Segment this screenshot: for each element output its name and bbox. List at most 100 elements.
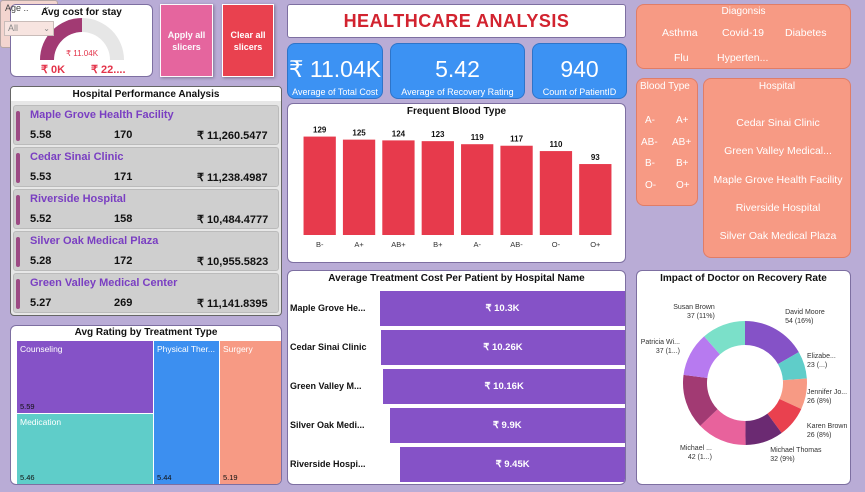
- treemap-tile-label: Counseling: [20, 344, 63, 354]
- treatment-cost-bar[interactable]: ₹ 10.26K: [380, 330, 625, 365]
- donut-slice[interactable]: [683, 374, 718, 426]
- donut-slice[interactable]: [767, 398, 802, 434]
- blood-type-category-label: A-: [473, 240, 481, 249]
- hospital-rating: 5.53: [30, 171, 52, 183]
- treatment-cost-bar[interactable]: ₹ 10.16K: [383, 369, 625, 404]
- hospital-item-riverside[interactable]: Riverside Hospital: [735, 202, 821, 214]
- donut-slice[interactable]: [777, 352, 807, 381]
- blood-type-bar[interactable]: [461, 144, 494, 235]
- blood-type-item-o-pos[interactable]: O+: [676, 180, 690, 191]
- blood-type-item-a-neg[interactable]: A-: [645, 115, 655, 126]
- treatment-cost-bar[interactable]: ₹ 10.3K: [380, 291, 625, 326]
- kpi-value: 940: [560, 56, 599, 82]
- donut-data-label: Patricia Wi... 37 (1...): [640, 339, 680, 356]
- donut-slice[interactable]: [779, 378, 807, 410]
- treemap-tile-physical-therapy[interactable]: Physical Ther... 5.44: [154, 341, 219, 484]
- diagnosis-item-diabetes[interactable]: Diabetes: [785, 27, 827, 39]
- hospital-item-green-valley[interactable]: Green Valley Medical...: [724, 145, 832, 157]
- age-filter-label: Age ..: [5, 3, 29, 13]
- apply-all-slicers-button[interactable]: Apply all slicers: [160, 4, 213, 77]
- treemap-tile-value: 5.19: [223, 473, 238, 482]
- age-dropdown[interactable]: All ⌄: [4, 21, 54, 36]
- blood-type-data-label: 117: [510, 135, 523, 144]
- hospital-performance-card: Hospital Performance Analysis Maple Grov…: [10, 86, 282, 316]
- diagnosis-item-flu[interactable]: Flu: [674, 52, 689, 64]
- donut-slice[interactable]: [704, 321, 745, 355]
- diagnosis-item-hypertension[interactable]: Hyperten...: [717, 52, 769, 64]
- blood-type-item-ab-pos[interactable]: AB+: [672, 137, 692, 148]
- hospital-total-cost: ₹ 10,955.5823: [197, 256, 269, 268]
- avg-cost-gauge-card: Avg cost for stay ₹ 11.04K ₹ 0K ₹ 22....: [10, 4, 153, 77]
- treatment-type-treemap-card: Avg Rating by Treatment Type Counseling …: [10, 325, 282, 485]
- treemap-tile-value: 5.44: [157, 473, 172, 482]
- blood-type-data-label: 129: [313, 126, 327, 135]
- kpi-average-recovery-rating: 5.42 Average of Recovery Rating: [390, 43, 525, 99]
- hospital-name: Riverside Hospital: [30, 193, 126, 205]
- row-accent-bar: [16, 111, 20, 141]
- blood-type-category-label: O+: [590, 240, 601, 249]
- hospital-performance-row[interactable]: Silver Oak Medical Plaza 5.28 172 ₹ 10,9…: [13, 231, 279, 271]
- donut-slice[interactable]: [683, 336, 720, 379]
- blood-type-item-ab-neg[interactable]: AB-: [641, 137, 658, 148]
- avg-treatment-cost-chart-card: Average Treatment Cost Per Patient by Ho…: [287, 270, 626, 485]
- blood-type-bar[interactable]: [579, 164, 612, 235]
- donut-data-label: Jennifer Jo... 26 (8%): [807, 388, 848, 405]
- hospital-rating: 5.27: [30, 297, 52, 309]
- treemap-title: Avg Rating by Treatment Type: [74, 327, 218, 338]
- blood-type-bar[interactable]: [382, 140, 415, 235]
- blood-type-slicer-header: Blood Type: [640, 81, 690, 92]
- diagnosis-item-asthma[interactable]: Asthma: [662, 27, 698, 39]
- hospital-rating: 5.58: [30, 129, 52, 141]
- blood-type-item-o-neg[interactable]: O-: [645, 180, 657, 191]
- donut-slice[interactable]: [700, 409, 746, 445]
- hospital-performance-row[interactable]: Riverside Hospital 5.52 158 ₹ 10,484.477…: [13, 189, 279, 229]
- donut-slice[interactable]: [745, 413, 782, 445]
- hospital-performance-row[interactable]: Maple Grove Health Facility 5.58 170 ₹ 1…: [13, 105, 279, 145]
- diagnosis-slicer: Diagonsis Asthma Covid-19 Diabetes Flu H…: [636, 4, 851, 69]
- blood-type-item-b-pos[interactable]: B+: [676, 158, 689, 169]
- diagnosis-item-covid-19[interactable]: Covid-19: [722, 27, 765, 39]
- gauge-chart: ₹ 11.04K: [40, 18, 124, 60]
- treemap-tile-medication[interactable]: Medication 5.46: [17, 414, 153, 484]
- treatment-cost-bar[interactable]: ₹ 9.45K: [400, 447, 625, 482]
- donut-slice[interactable]: [745, 321, 799, 365]
- blood-type-bar[interactable]: [500, 145, 533, 235]
- blood-type-bar[interactable]: [342, 139, 376, 235]
- blood-type-category-label: A+: [354, 240, 364, 249]
- hospital-patient-count: 269: [114, 297, 133, 309]
- treemap-tile-counseling[interactable]: Counseling 5.59: [17, 341, 153, 413]
- hospital-item-silver-oak[interactable]: Silver Oak Medical Plaza: [719, 230, 837, 242]
- treemap-tile-label: Medication: [20, 417, 62, 427]
- donut-data-label: Karen Brown 26 (8%): [806, 423, 848, 440]
- blood-type-bar[interactable]: [421, 141, 454, 235]
- chevron-down-icon: ⌄: [43, 24, 50, 33]
- hospital-total-cost: ₹ 11,260.5477: [197, 130, 268, 142]
- hospital-performance-row[interactable]: Green Valley Medical Center 5.27 269 ₹ 1…: [13, 273, 279, 313]
- blood-type-bar[interactable]: [539, 151, 573, 235]
- row-accent-bar: [16, 195, 20, 225]
- blood-type-item-a-pos[interactable]: A+: [676, 115, 689, 126]
- clear-all-slicers-button[interactable]: Clear all slicers: [222, 4, 274, 77]
- donut-chart-title: Impact of Doctor on Recovery Rate: [660, 273, 827, 284]
- blood-type-slicer: Blood Type A- A+ AB- AB+ B- B+ O- O+: [636, 78, 698, 206]
- blood-type-item-b-neg[interactable]: B-: [645, 158, 655, 169]
- treatment-cost-bar[interactable]: ₹ 9.9K: [389, 408, 625, 443]
- treemap-tile-surgery[interactable]: Surgery 5.19: [220, 341, 281, 484]
- blood-type-chart-title: Frequent Blood Type: [406, 106, 507, 117]
- gauge-value-label: ₹ 11.04K: [66, 49, 99, 58]
- hospital-patient-count: 171: [114, 171, 133, 183]
- hospital-name: Green Valley Medical Center: [30, 277, 178, 289]
- hospital-item-maple-grove[interactable]: Maple Grove Health Facility: [713, 174, 843, 186]
- blood-type-data-label: 123: [431, 130, 445, 139]
- dashboard-title: HEALTHCARE ANALYSIS: [343, 10, 570, 31]
- hospital-rating: 5.28: [30, 255, 52, 267]
- doctor-recovery-donut-card: Impact of Doctor on Recovery Rate David …: [636, 270, 851, 485]
- gauge-min-label: ₹ 0K: [41, 64, 66, 76]
- blood-type-bar[interactable]: [303, 136, 336, 235]
- donut-data-label: Michael Thomas 32 (9%): [770, 447, 822, 464]
- hospital-patient-count: 170: [114, 129, 133, 141]
- hospital-item-cedar-sinai[interactable]: Cedar Sinai Clinic: [736, 117, 820, 129]
- hospital-performance-row[interactable]: Cedar Sinai Clinic 5.53 171 ₹ 11,238.498…: [13, 147, 279, 187]
- chevron-down-icon[interactable]: ⌄: [43, 1, 51, 11]
